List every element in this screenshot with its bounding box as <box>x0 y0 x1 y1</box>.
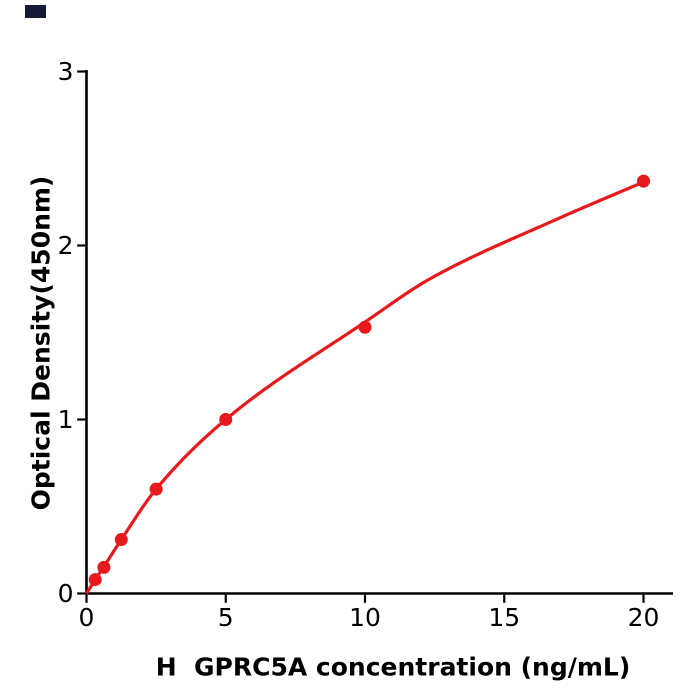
data-points <box>88 174 650 587</box>
y-tick-label: 0 <box>57 578 74 608</box>
data-point <box>358 320 372 334</box>
data-point <box>219 413 233 426</box>
axes <box>77 70 673 603</box>
fit-curve-line <box>85 180 645 595</box>
y-tick-label: 3 <box>57 56 74 86</box>
data-point <box>97 560 111 574</box>
data-point <box>88 573 102 587</box>
x-tick-label: 20 <box>627 602 660 632</box>
y-axis-title: Optical Density(450nm) <box>26 175 56 511</box>
data-point <box>114 533 128 547</box>
x-tick-label: 0 <box>78 602 95 632</box>
corner-mark <box>25 5 46 18</box>
y-tick-label: 1 <box>57 404 74 434</box>
data-point <box>149 482 163 496</box>
y-tick-label: 2 <box>57 230 74 260</box>
x-axis-title: H GPRC5A concentration (ng/mL) <box>155 652 631 682</box>
x-tick-label: 15 <box>488 602 521 632</box>
x-tick-label: 10 <box>349 602 381 632</box>
x-tick-label: 5 <box>217 602 234 632</box>
data-point <box>637 174 650 188</box>
